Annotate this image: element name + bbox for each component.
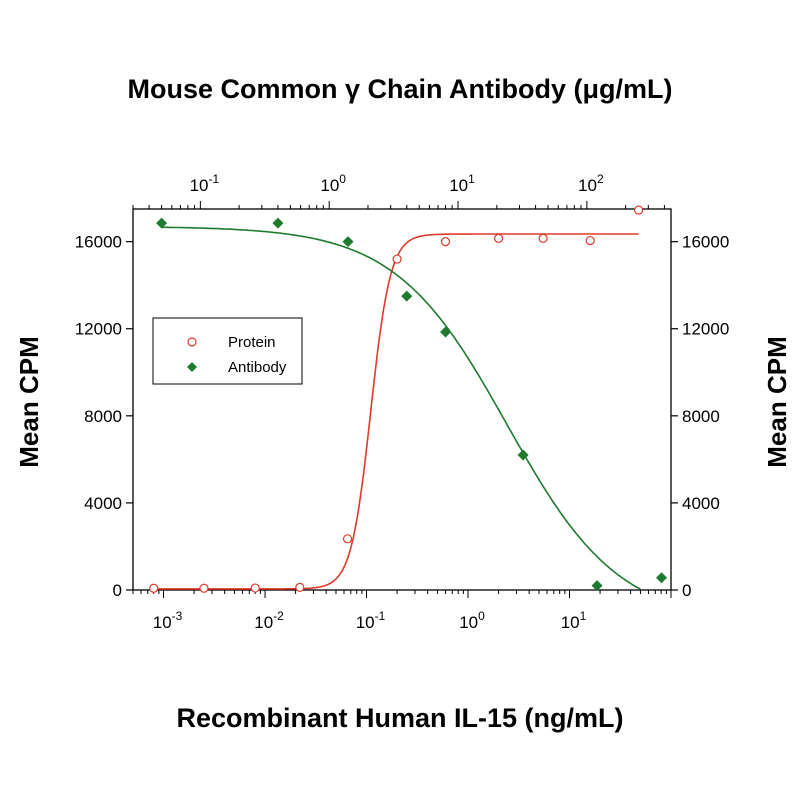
data-points	[149, 205, 668, 593]
legend-antibody-label: Antibody	[228, 359, 287, 376]
protein-data-point	[585, 235, 595, 246]
protein-data-point	[538, 233, 548, 243]
antibody-data-point	[342, 236, 354, 248]
antibody-data-point	[440, 326, 452, 338]
bottom-x-tick-label: 100	[459, 609, 485, 632]
left-y-tick-label: 4000	[84, 494, 122, 513]
legend-protein-label: Protein	[228, 334, 276, 351]
top-x-tick-label: 10-1	[190, 172, 220, 195]
legend-box	[152, 317, 303, 385]
legend-protein-marker	[187, 337, 197, 347]
legend: Protein Antibody	[152, 317, 303, 385]
left-y-tick-label: 8000	[84, 407, 122, 426]
bottom-x-tick-label: 101	[561, 609, 587, 632]
antibody-data-point	[272, 217, 284, 229]
protein-data-point	[149, 583, 159, 593]
bottom-x-tick-label: 10-1	[356, 609, 386, 632]
antibody-data-point	[156, 217, 168, 229]
protein-data-point	[440, 237, 451, 247]
top-x-tick-label: 101	[449, 172, 475, 195]
axis-ticks: 0 0 4000 4000 8000 8000 12000 12000 16000 16000 10…	[75, 172, 730, 632]
bottom-axis-title: Recombinant Human IL-15 (ng/mL)	[176, 703, 623, 733]
right-y-tick-label: 16000	[682, 233, 729, 252]
protein-data-point	[634, 205, 644, 215]
right-y-tick-label: 12000	[682, 320, 729, 339]
top-x-tick-label: 102	[578, 172, 604, 195]
protein-data-point	[199, 583, 209, 593]
bottom-x-tick-label: 10-3	[153, 609, 183, 632]
protein-data-point	[295, 582, 305, 592]
fit-curves	[153, 226, 641, 590]
protein-data-point	[342, 534, 353, 544]
protein-data-point	[392, 254, 402, 264]
top-x-tick-label: 100	[320, 172, 346, 195]
antibody-data-point	[401, 290, 413, 302]
top-axis-title: Mouse Common γ Chain Antibody (μg/mL)	[128, 74, 673, 104]
right-y-axis-title: Mean CPM	[762, 336, 792, 467]
left-y-axis-title: Mean CPM	[14, 336, 44, 467]
right-y-tick-label: 4000	[682, 494, 720, 513]
antibody-data-point	[656, 572, 668, 584]
protein-data-point	[250, 583, 260, 593]
left-y-tick-label: 0	[113, 581, 122, 600]
bottom-x-tick-label: 10-2	[254, 609, 284, 632]
plot-frame	[132, 208, 672, 591]
right-y-tick-label: 8000	[682, 407, 720, 426]
antibody-fit-curve	[161, 226, 641, 590]
left-y-tick-label: 16000	[75, 233, 122, 252]
antibody-data-point	[517, 449, 529, 461]
left-y-tick-label: 12000	[75, 320, 122, 339]
right-y-tick-label: 0	[682, 581, 691, 600]
legend-antibody-marker	[187, 362, 197, 372]
protein-fit-curve	[153, 233, 639, 590]
protein-data-point	[493, 233, 504, 243]
antibody-data-point	[591, 580, 603, 592]
